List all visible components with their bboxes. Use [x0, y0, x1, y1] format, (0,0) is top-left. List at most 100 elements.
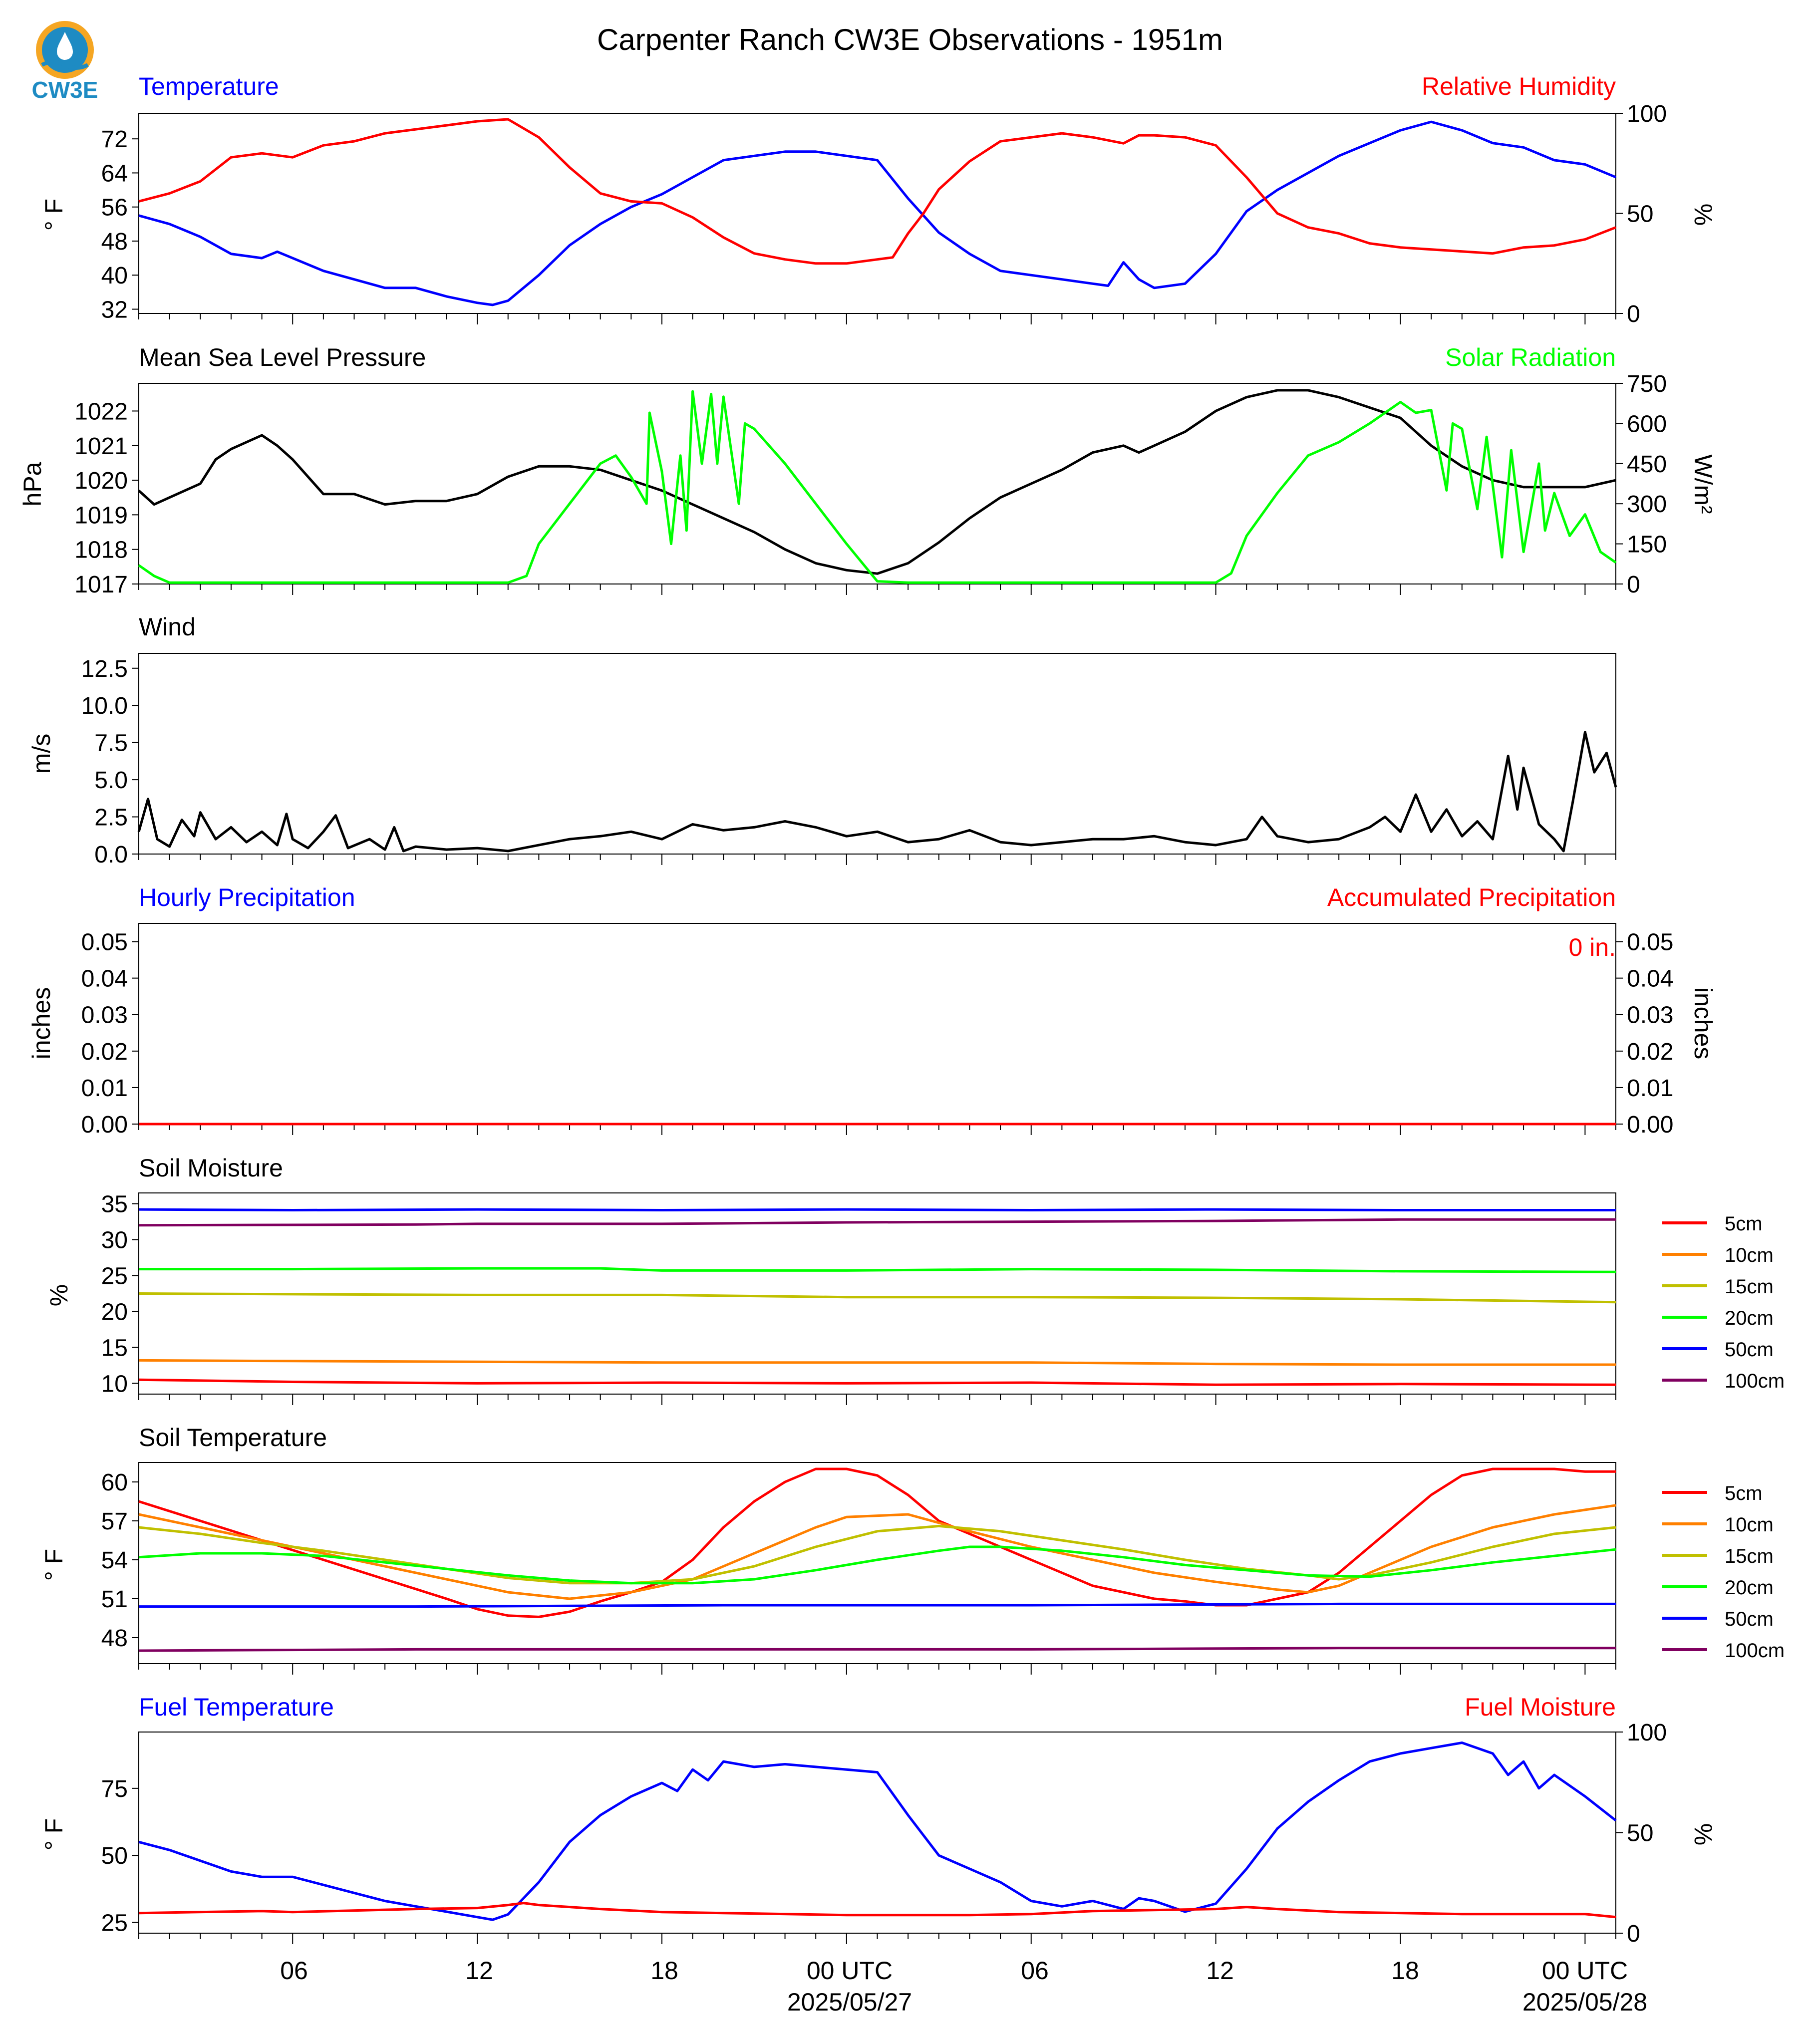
y-tick-label: 72	[101, 126, 128, 153]
y-tick-label: 50	[101, 1843, 128, 1869]
y-axis-label: hPa	[18, 462, 46, 506]
y-tick-label: 40	[101, 263, 128, 289]
panel-title-left: Wind	[139, 613, 196, 641]
y-tick-label: 1021	[74, 433, 128, 460]
y-tick-label-right: 0.02	[1627, 1039, 1673, 1065]
y-tick-label: 1018	[74, 537, 128, 564]
y-tick-label-right: 300	[1627, 491, 1667, 518]
panel-mslp-solar: Mean Sea Level Pressure Solar Radiation …	[18, 343, 1717, 598]
y-tick-label: 48	[101, 229, 128, 255]
plot-frame	[138, 113, 1616, 314]
series-line-fuel-temperature	[138, 1741, 1617, 1921]
series-line-temperature	[138, 120, 1616, 306]
panel-title-left: Mean Sea Level Pressure	[139, 343, 426, 371]
y-tick-label: 35	[101, 1191, 128, 1218]
series-line-5cm	[138, 1467, 1616, 1618]
series-line-fuel-moisture	[138, 1902, 1616, 1919]
logo-wave-icon	[41, 60, 89, 70]
y-tick-label-right: 600	[1627, 411, 1667, 437]
y-tick-label-right: 450	[1627, 451, 1667, 478]
y-tick-label: 56	[101, 195, 128, 221]
y-tick-label-right: 0.04	[1627, 966, 1673, 992]
y-tick-label: 15	[101, 1335, 128, 1361]
series-line-100cm	[138, 1218, 1616, 1227]
x-tick-label: 00 UTC	[1542, 1957, 1628, 1985]
series-line-100cm	[138, 1647, 1616, 1652]
y-tick-label-right: 0.03	[1627, 1002, 1673, 1029]
y-tick-label: 54	[101, 1547, 128, 1574]
y-tick-label: 7.5	[94, 730, 128, 757]
y-tick-label: 5.0	[94, 767, 128, 794]
panel-soil-temp: Soil Temperature ° F 48 51 54 57 60 5cm 10cm 15…	[40, 1424, 1785, 1675]
y-tick-label: 1020	[74, 468, 128, 494]
logo-drop-icon	[57, 32, 73, 60]
series-line-wind	[137, 731, 1617, 853]
y-tick-label: 64	[101, 160, 128, 187]
y-tick-label: 57	[101, 1508, 128, 1535]
y-tick-label: 0.01	[81, 1075, 128, 1102]
series-line-10cm	[138, 1504, 1616, 1600]
series-line-20cm	[139, 1267, 1616, 1273]
panel-title-left: Temperature	[139, 72, 279, 100]
panel-title-right: Relative Humidity	[1422, 72, 1616, 100]
plot-frame	[138, 1732, 1616, 1934]
series-line-relative-humidity	[138, 118, 1616, 265]
y-axis-label: m/s	[27, 734, 55, 774]
plot-frame	[138, 383, 1616, 584]
y-tick-label: 1022	[74, 398, 128, 425]
x-date-label: 2025/05/27	[787, 1988, 912, 2016]
legend-label: 5cm	[1725, 1482, 1763, 1504]
y-axis-label: ° F	[40, 1549, 68, 1581]
legend-label: 15cm	[1725, 1276, 1774, 1298]
x-tick-label: 18	[650, 1957, 678, 1985]
x-tick-label: 00 UTC	[807, 1957, 893, 1985]
y-tick-label-right: 50	[1627, 201, 1653, 228]
x-tick-label: 06	[280, 1957, 308, 1985]
y-tick-label-right: 0.00	[1627, 1112, 1673, 1138]
precip-annotation: 0 in.	[1568, 933, 1616, 961]
legend-label: 10cm	[1725, 1244, 1774, 1266]
y-tick-label: 51	[101, 1586, 128, 1613]
page-title: Carpenter Ranch CW3E Observations - 1951…	[597, 23, 1223, 56]
legend-label: 15cm	[1725, 1545, 1774, 1567]
y-tick-label: 75	[101, 1776, 128, 1802]
legend-label: 50cm	[1725, 1339, 1774, 1361]
y-axis-label: %	[45, 1284, 73, 1306]
y-tick-label: 60	[101, 1469, 128, 1496]
panel-fuel: Fuel Temperature Fuel Moisture ° F % 25 5…	[40, 1693, 1717, 1947]
legend-label: 100cm	[1725, 1640, 1785, 1662]
legend-label: 5cm	[1725, 1213, 1763, 1235]
y-tick-label-right: 0.05	[1627, 929, 1673, 956]
series-line-solar-radiation	[138, 390, 1617, 584]
x-axis-labels: 06 12 18 00 UTC 06 12 18 00 UTC 2025/05/…	[280, 1957, 1647, 2016]
series-line-50cm	[139, 1602, 1616, 1608]
y-tick-label: 2.5	[94, 805, 128, 831]
series-line-15cm	[138, 1292, 1616, 1304]
x-tick-label: 06	[1021, 1957, 1049, 1985]
panel-title-left: Soil Temperature	[139, 1424, 327, 1451]
y-tick-label-right: 0	[1627, 1921, 1640, 1947]
panel-soil-moisture: Soil Moisture % 10 15 20 25 30 35 5cm 10cm 15cm 2…	[45, 1154, 1785, 1405]
y-tick-label-right: 150	[1627, 532, 1667, 558]
y-tick-label: 20	[101, 1299, 128, 1325]
panel-wind: Wind m/s 0.0 2.5 5.0 7.5 10.0 12.5	[27, 613, 1617, 868]
y-tick-label: 1017	[74, 572, 128, 598]
y-tick-label: 25	[101, 1263, 128, 1290]
y-tick-label-right: 100	[1627, 101, 1667, 127]
y-tick-label: 0.03	[81, 1002, 128, 1029]
y-tick-label: 1019	[74, 502, 128, 529]
plot-frame	[138, 653, 1616, 855]
y-tick-label: 10.0	[81, 693, 128, 719]
y-tick-label: 0.04	[81, 966, 128, 992]
series-line-50cm	[138, 1208, 1616, 1211]
y-tick-label: 12.5	[81, 656, 128, 682]
y-tick-label-right: 50	[1627, 1820, 1653, 1847]
y-tick-label: 10	[101, 1371, 128, 1397]
y-tick-label: 0.00	[81, 1112, 128, 1138]
plot-frame	[138, 923, 1616, 1125]
cw3e-logo: CW3E	[32, 21, 98, 103]
panel-precip: Hourly Precipitation Accumulated Precipi…	[27, 883, 1717, 1138]
y-tick-label-right: 0	[1627, 572, 1640, 598]
x-date-label: 2025/05/28	[1522, 1988, 1647, 2016]
y-axis-label-right: inches	[1689, 987, 1717, 1060]
